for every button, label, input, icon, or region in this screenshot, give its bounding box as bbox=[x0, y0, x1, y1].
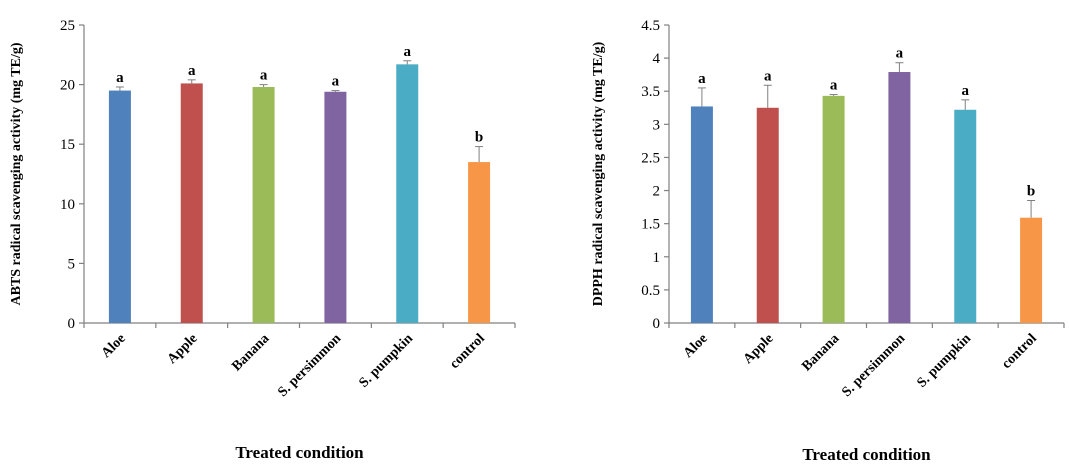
significance-label: b bbox=[1027, 183, 1035, 199]
x-tick-label: S. persimmon bbox=[839, 331, 908, 400]
x-tick-label: control bbox=[999, 331, 1040, 372]
bar-control bbox=[468, 162, 491, 323]
significance-label: a bbox=[830, 78, 838, 94]
bar-s-pumpkin bbox=[396, 64, 419, 323]
x-tick-label: Banana bbox=[229, 331, 272, 374]
y-tick-label: 1 bbox=[653, 250, 661, 266]
significance-label: a bbox=[764, 68, 772, 84]
x-tick-label: Apple bbox=[165, 331, 201, 367]
y-tick-label: 0.5 bbox=[641, 283, 660, 299]
y-tick-label: 2.5 bbox=[641, 150, 660, 166]
bar-apple bbox=[756, 107, 779, 324]
x-tick-label: control bbox=[447, 331, 488, 372]
x-tick-label: S. pumpkin bbox=[914, 331, 974, 391]
bar-apple bbox=[180, 83, 203, 324]
y-axis-title: ABTS radical scavenging activity (mg TE/… bbox=[9, 42, 24, 305]
significance-label: a bbox=[332, 74, 340, 90]
y-tick-label: 5 bbox=[68, 256, 76, 272]
bar-aloe bbox=[690, 106, 713, 323]
bar-banana bbox=[252, 86, 275, 323]
significance-label: a bbox=[896, 46, 904, 62]
dpph-chart: 0 0.5 1 1.5 2 2.5 3 3.5 4 4.5 a Aloe a Apple a Banana a S… bbox=[591, 18, 1065, 464]
y-tick-label: 25 bbox=[60, 18, 75, 34]
abts-chart: 0 5 10 15 20 25 a Aloe a Apple a Banana a S. persimmo… bbox=[9, 18, 516, 462]
significance-label: a bbox=[116, 70, 124, 86]
x-axis-title: Treated condition bbox=[802, 445, 931, 464]
x-axis-title: Treated condition bbox=[235, 443, 364, 462]
bar-aloe bbox=[108, 90, 131, 323]
x-tick-label: Aloe bbox=[681, 331, 711, 361]
y-tick-label: 3 bbox=[653, 117, 661, 133]
significance-label: b bbox=[475, 130, 483, 146]
x-tick-label: Apple bbox=[741, 331, 777, 367]
significance-label: a bbox=[404, 44, 412, 60]
y-tick-label: 2 bbox=[653, 184, 661, 200]
y-tick-label: 10 bbox=[60, 197, 75, 213]
y-tick-label: 0 bbox=[68, 316, 76, 332]
significance-label: a bbox=[188, 63, 196, 79]
x-tick-label: Aloe bbox=[99, 331, 129, 361]
x-tick-label: Banana bbox=[799, 331, 842, 374]
y-tick-label: 20 bbox=[60, 78, 75, 94]
bar-control bbox=[1020, 217, 1043, 323]
y-tick-label: 4.5 bbox=[641, 18, 660, 34]
y-tick-label: 3.5 bbox=[641, 84, 660, 100]
y-tick-label: 0 bbox=[653, 316, 661, 332]
bar-s-persimmon bbox=[324, 91, 347, 323]
y-tick-label: 4 bbox=[653, 51, 661, 67]
bar-s-pumpkin bbox=[954, 109, 977, 324]
bar-s-persimmon bbox=[888, 72, 911, 323]
y-axis-title: DPPH radical scavenging activity (mg TE/… bbox=[591, 41, 606, 306]
significance-label: a bbox=[962, 83, 970, 99]
y-tick-label: 1.5 bbox=[641, 217, 660, 233]
x-tick-label: S. pumpkin bbox=[356, 331, 416, 391]
significance-label: a bbox=[698, 71, 706, 87]
bar-banana bbox=[822, 95, 845, 323]
significance-label: a bbox=[260, 68, 268, 84]
x-tick-label: S. persimmon bbox=[275, 331, 344, 400]
y-tick-label: 15 bbox=[60, 137, 75, 153]
